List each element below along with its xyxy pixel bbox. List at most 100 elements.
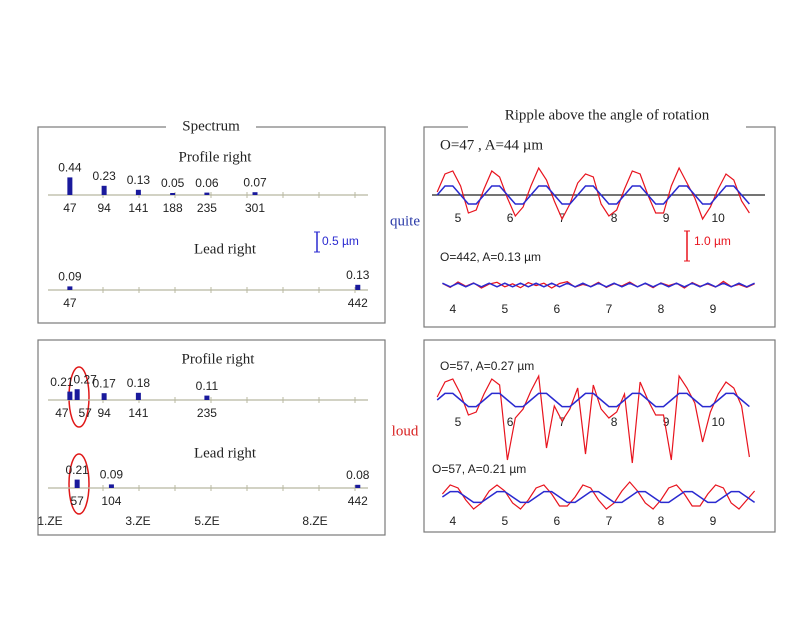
x-tick-label: 9 bbox=[710, 302, 717, 316]
chart-title: O=47 , A=44 µm bbox=[440, 137, 543, 153]
trace bbox=[436, 392, 750, 408]
order-label: 57 bbox=[78, 406, 92, 420]
bar bbox=[170, 193, 176, 195]
bar bbox=[204, 395, 210, 400]
value-label: 0.13 bbox=[127, 173, 151, 187]
section-title: Ripple above the angle of rotation bbox=[505, 107, 710, 123]
x-tick-label: 8 bbox=[658, 302, 665, 316]
x-tick-label: 6 bbox=[507, 211, 514, 225]
x-tick-label: 5 bbox=[455, 211, 462, 225]
x-tick-label: 7 bbox=[606, 514, 613, 528]
value-label: 0.23 bbox=[92, 169, 116, 183]
value-label: 0.21 bbox=[50, 375, 74, 389]
x-tick-label: 6 bbox=[554, 514, 561, 528]
trace bbox=[436, 166, 750, 221]
trace bbox=[436, 373, 750, 464]
x-tick-label: 7 bbox=[606, 302, 613, 316]
x-tick-label: 4 bbox=[449, 514, 456, 528]
highlight-ring bbox=[68, 453, 90, 515]
chart-title: O=57, A=0.21 µm bbox=[432, 462, 526, 476]
panel-frame bbox=[423, 126, 776, 328]
order-label: 8.ZE bbox=[302, 514, 327, 528]
x-tick-label: 6 bbox=[507, 415, 514, 429]
bar bbox=[204, 192, 210, 195]
order-label: 94 bbox=[97, 406, 111, 420]
panel-frame bbox=[423, 339, 776, 533]
value-label: 0.09 bbox=[58, 270, 82, 284]
order-label: 442 bbox=[348, 296, 368, 310]
bar bbox=[108, 484, 114, 488]
value-label: 0.06 bbox=[195, 176, 219, 190]
order-label: 47 bbox=[63, 201, 77, 215]
bar bbox=[135, 392, 141, 400]
bar bbox=[101, 185, 107, 195]
bar bbox=[101, 393, 107, 400]
bar bbox=[67, 177, 73, 195]
value-label: 0.27 bbox=[73, 372, 97, 386]
title-backing bbox=[166, 118, 256, 136]
chart-title: O=442, A=0.13 µm bbox=[440, 250, 541, 264]
bar bbox=[67, 391, 73, 400]
bar bbox=[252, 192, 258, 195]
value-label: 0.18 bbox=[127, 376, 151, 390]
bar bbox=[135, 189, 141, 195]
order-label: 188 bbox=[163, 201, 183, 215]
value-label: 0.05 bbox=[161, 176, 185, 190]
condition-label: quite bbox=[390, 213, 420, 229]
order-label: 94 bbox=[97, 201, 111, 215]
x-tick-label: 10 bbox=[711, 415, 725, 429]
bar bbox=[74, 479, 80, 488]
order-label: 47 bbox=[55, 406, 69, 420]
order-label: 235 bbox=[197, 406, 217, 420]
x-tick-label: 6 bbox=[554, 302, 561, 316]
order-label: 1.ZE bbox=[37, 514, 62, 528]
panel-frame bbox=[37, 339, 386, 536]
x-tick-label: 8 bbox=[611, 415, 618, 429]
bar bbox=[355, 284, 361, 290]
scale-label: 1.0 µm bbox=[694, 234, 731, 248]
chart-title: Profile right bbox=[182, 351, 256, 367]
order-label: 57 bbox=[70, 494, 84, 508]
trace bbox=[436, 185, 750, 205]
x-tick-label: 8 bbox=[611, 211, 618, 225]
bar bbox=[355, 484, 361, 488]
chart-title: Profile right bbox=[179, 149, 253, 165]
title-backing bbox=[468, 106, 746, 128]
x-tick-label: 5 bbox=[502, 302, 509, 316]
order-label: 442 bbox=[348, 494, 368, 508]
value-label: 0.09 bbox=[100, 468, 124, 482]
value-label: 0.11 bbox=[196, 379, 219, 393]
value-label: 0.07 bbox=[243, 175, 267, 189]
chart-title: O=57, A=0.27 µm bbox=[440, 359, 534, 373]
x-tick-label: 9 bbox=[710, 514, 717, 528]
x-tick-label: 5 bbox=[455, 415, 462, 429]
x-tick-label: 7 bbox=[559, 415, 566, 429]
value-label: 0.08 bbox=[346, 468, 370, 482]
bar bbox=[74, 389, 80, 400]
order-label: 104 bbox=[101, 494, 121, 508]
scale-label: 0.5 µm bbox=[322, 234, 359, 248]
value-label: 0.13 bbox=[346, 268, 370, 282]
order-label: 301 bbox=[245, 201, 265, 215]
order-label: 235 bbox=[197, 201, 217, 215]
value-label: 0.21 bbox=[65, 463, 89, 477]
condition-label: loud bbox=[392, 423, 419, 439]
x-tick-label: 10 bbox=[711, 211, 725, 225]
value-label: 0.17 bbox=[92, 376, 116, 390]
chart-title: Lead right bbox=[194, 241, 257, 257]
x-tick-label: 9 bbox=[663, 415, 670, 429]
x-tick-label: 4 bbox=[449, 302, 456, 316]
order-label: 3.ZE bbox=[125, 514, 150, 528]
chart-title: Lead right bbox=[194, 445, 257, 461]
x-tick-label: 9 bbox=[663, 211, 670, 225]
order-label: 141 bbox=[128, 406, 148, 420]
order-label: 141 bbox=[128, 201, 148, 215]
x-tick-label: 5 bbox=[502, 514, 509, 528]
bar bbox=[67, 286, 73, 290]
trace bbox=[442, 282, 755, 288]
section-title: Spectrum bbox=[182, 118, 240, 134]
order-label: 47 bbox=[63, 296, 77, 310]
value-label: 0.44 bbox=[58, 161, 82, 175]
